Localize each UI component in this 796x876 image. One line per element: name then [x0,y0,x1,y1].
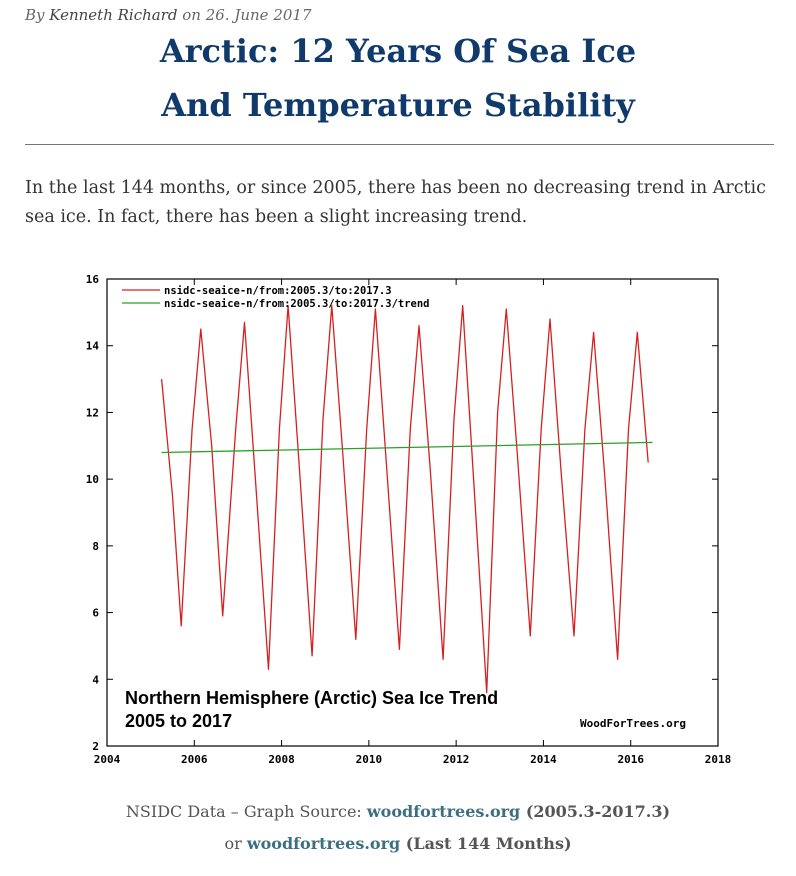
y-tick-label: 16 [86,273,100,286]
byline-date: on 26. June 2017 [182,6,312,24]
legend-label-series-1: nsidc-seaice-n/from:2005.3/to:2017.3 [164,285,392,297]
y-tick-label: 2 [92,740,99,753]
chart-svg: 2004 2006 2008 2010 2012 2014 2016 2018 2 4 6 8 10 12… [86,273,732,766]
y-tick-label: 10 [86,473,99,486]
sea-ice-chart: 2004 2006 2008 2010 2012 2014 2016 2018 2 4 6 8 10 12… [70,262,740,772]
caption-text-2: (2005.3-2017.3) [520,802,671,821]
x-tick-label: 2010 [356,753,383,766]
y-tick-label: 14 [86,340,100,353]
legend: nsidc-seaice-n/from:2005.3/to:2017.3 nsi… [122,285,430,310]
article-title: Arctic: 12 Years Of Sea Ice And Temperat… [0,24,796,132]
series-lines [160,305,653,694]
y-tick-label: 8 [92,540,99,553]
figure-caption: NSIDC Data – Graph Source: woodfortrees.… [0,796,796,860]
caption-text-4: (Last 144 Months) [400,834,572,853]
byline-author[interactable]: Kenneth Richard [49,6,178,24]
x-tick-label: 2012 [443,753,470,766]
y-tick-label: 12 [86,406,99,419]
title-line-1: Arctic: 12 Years Of Sea Ice [159,32,637,70]
caption-text-3: or [224,834,247,853]
intro-paragraph: In the last 144 months, or since 2005, t… [25,178,766,227]
axis-ticks: 2004 2006 2008 2010 2012 2014 2016 2018 2 4 6 8 10 12… [86,273,732,766]
y-tick-label: 6 [92,607,99,620]
x-tick-label: 2004 [94,753,121,766]
chart-subtitle: 2005 to 2017 [125,711,232,731]
caption-text-1: NSIDC Data – Graph Source: [125,802,367,821]
title-divider [25,144,774,145]
caption-link-2[interactable]: woodfortrees.org [246,834,401,853]
legend-label-series-2: nsidc-seaice-n/from:2005.3/to:2017.3/tre… [164,298,430,310]
plot-frame [106,278,719,747]
series-line-2 [161,441,653,454]
caption-link-1[interactable]: woodfortrees.org [366,802,521,821]
byline: By Kenneth Richard on 26. June 2017 [25,6,312,24]
series-line-1 [160,305,649,694]
byline-prefix: By [25,6,45,24]
chart-title: Northern Hemisphere (Arctic) Sea Ice Tre… [125,688,498,708]
chart-source-label: WoodForTrees.org [580,717,686,730]
x-tick-label: 2018 [705,753,732,766]
x-tick-label: 2014 [530,753,557,766]
x-tick-label: 2016 [617,753,644,766]
x-tick-label: 2006 [181,753,208,766]
title-line-2: And Temperature Stability [161,86,635,124]
y-tick-label: 4 [92,673,99,686]
x-tick-label: 2008 [268,753,295,766]
